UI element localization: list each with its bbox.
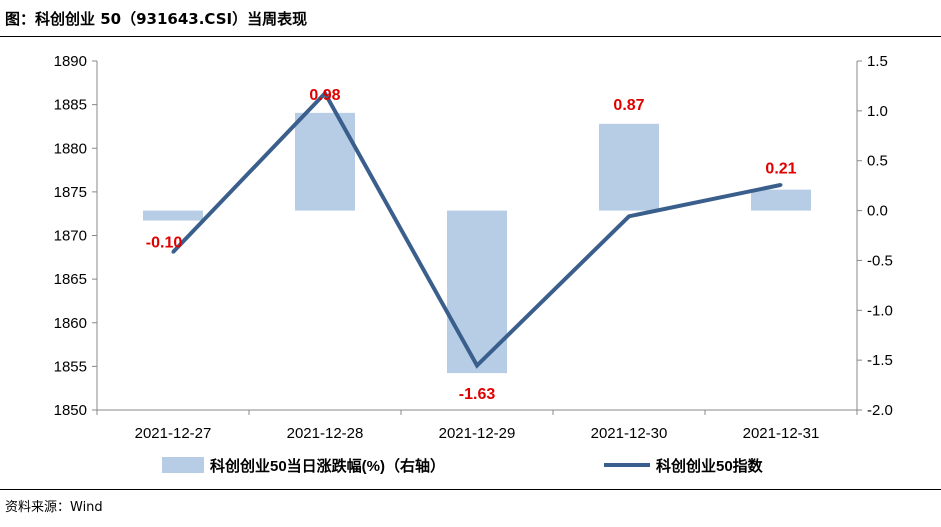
x-tick-label: 2021-12-31 bbox=[743, 425, 820, 442]
right-tick-label: 1.0 bbox=[867, 103, 888, 120]
right-tick-label: -2.0 bbox=[867, 402, 893, 419]
left-tick-label: 1865 bbox=[54, 271, 87, 288]
legend-bar-swatch bbox=[162, 457, 204, 473]
left-tick-label: 1860 bbox=[54, 315, 87, 332]
line-point bbox=[323, 91, 327, 95]
title-divider bbox=[0, 36, 941, 37]
bar bbox=[751, 189, 811, 211]
right-tick-label: 0.0 bbox=[867, 203, 888, 220]
x-tick-label: 2021-12-28 bbox=[287, 425, 364, 442]
data-label: 0.87 bbox=[613, 97, 644, 114]
data-label: -1.63 bbox=[459, 386, 496, 403]
legend-line-label: 科创创业50指数 bbox=[656, 457, 764, 475]
right-tick-label: -1.5 bbox=[867, 352, 893, 369]
left-tick-label: 1885 bbox=[54, 97, 87, 114]
source-note: 资料来源：Wind bbox=[5, 500, 103, 515]
bar bbox=[447, 210, 507, 374]
data-label: 0.98 bbox=[309, 87, 340, 104]
bar bbox=[599, 123, 659, 211]
x-tick-label: 2021-12-30 bbox=[591, 425, 668, 442]
bar bbox=[143, 210, 203, 221]
legend-bar-label: 科创创业50当日涨跌幅(%)（右轴） bbox=[210, 457, 445, 475]
line-point bbox=[779, 183, 783, 187]
left-tick-label: 1850 bbox=[54, 402, 87, 419]
right-tick-label: 1.5 bbox=[867, 53, 888, 70]
left-tick-label: 1890 bbox=[54, 53, 87, 70]
source-divider bbox=[0, 489, 941, 490]
right-tick-label: -0.5 bbox=[867, 252, 893, 269]
left-tick-label: 1855 bbox=[54, 358, 87, 375]
line-point bbox=[627, 214, 631, 218]
right-tick-label: -1.0 bbox=[867, 302, 893, 319]
x-tick-label: 2021-12-27 bbox=[135, 425, 212, 442]
line-point bbox=[475, 364, 479, 368]
page-title: 图：科创创业 50（931643.CSI）当周表现 bbox=[5, 10, 308, 28]
left-tick-label: 1875 bbox=[54, 184, 87, 201]
left-tick-label: 1870 bbox=[54, 228, 87, 245]
right-tick-label: 0.5 bbox=[867, 153, 888, 170]
x-tick-label: 2021-12-29 bbox=[439, 425, 516, 442]
data-label: -0.10 bbox=[146, 235, 183, 252]
line-point bbox=[171, 250, 175, 254]
left-tick-label: 1880 bbox=[54, 140, 87, 157]
data-label: 0.21 bbox=[765, 161, 796, 178]
